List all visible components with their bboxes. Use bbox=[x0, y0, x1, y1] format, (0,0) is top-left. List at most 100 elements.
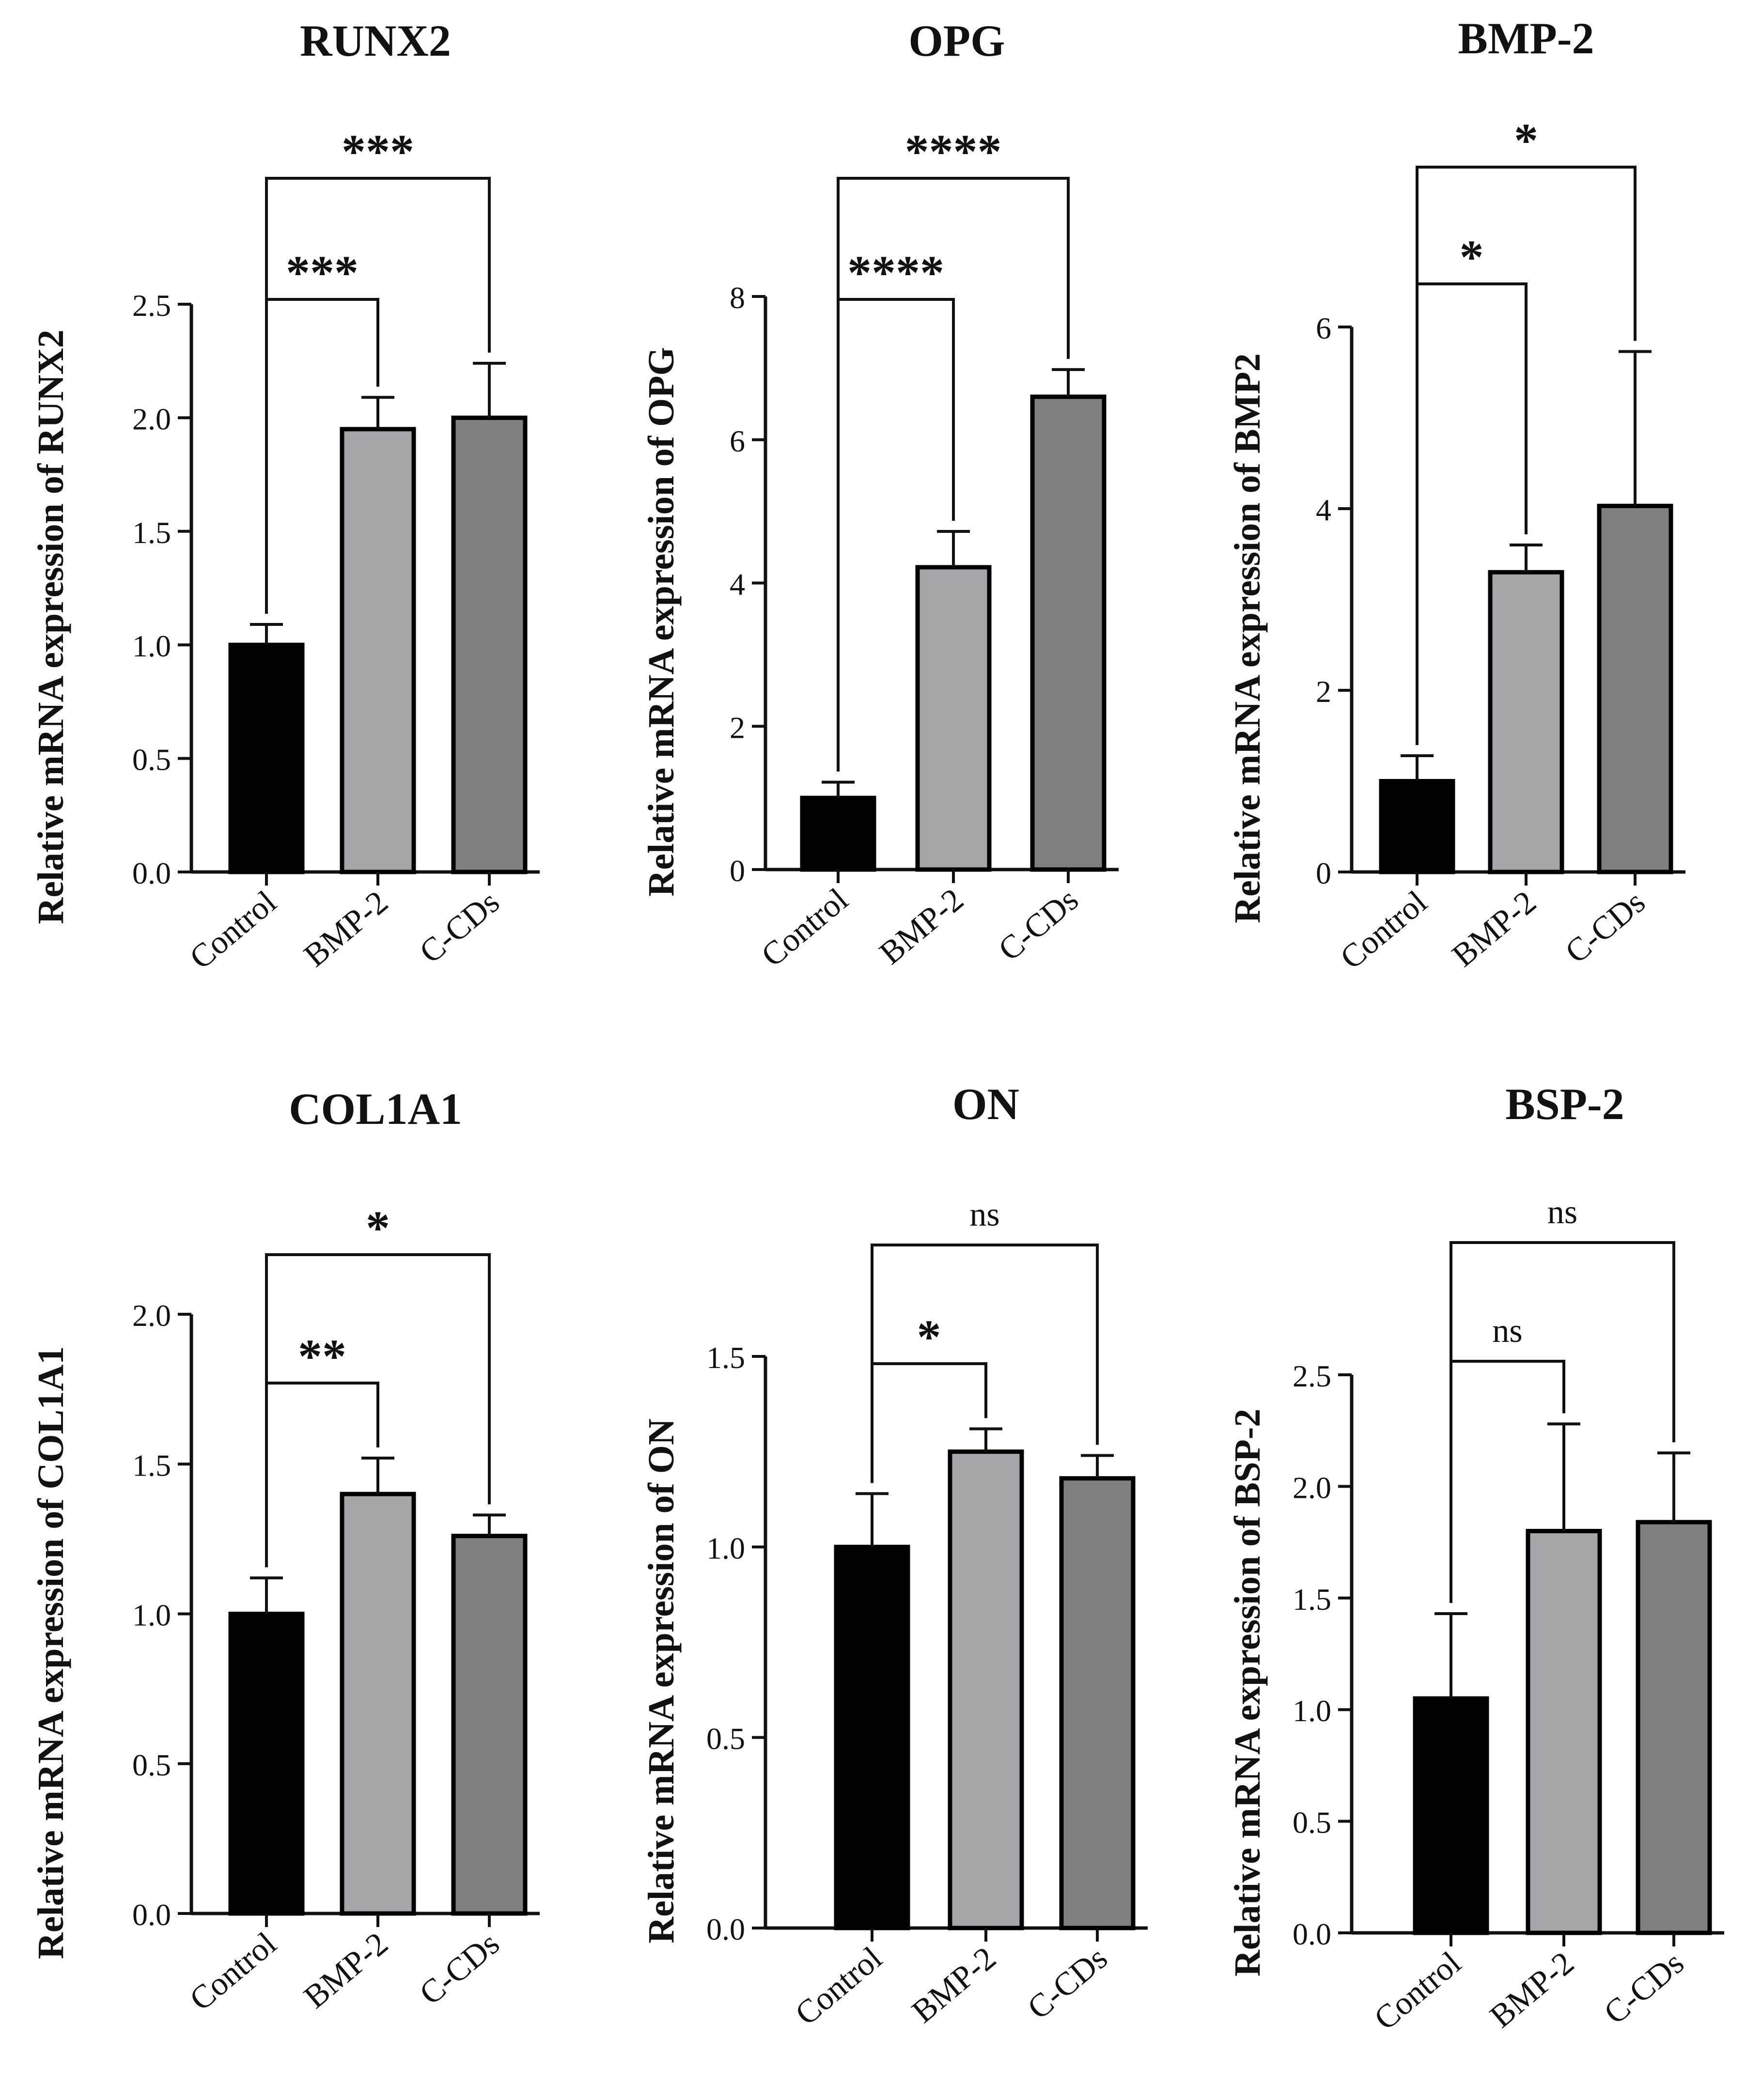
bar-bmp-2 bbox=[1526, 1529, 1602, 1935]
significance-bracket bbox=[837, 177, 1070, 772]
significance-label: **** bbox=[847, 246, 944, 299]
y-tick-label: 2.0 bbox=[132, 402, 171, 436]
y-tick-label: 2.0 bbox=[1293, 1470, 1331, 1505]
bar-bmp-2 bbox=[915, 565, 992, 872]
significance-label: *** bbox=[342, 124, 414, 178]
significance-bracket bbox=[265, 1253, 491, 1568]
x-tick-label: BMP-2 bbox=[1482, 1944, 1580, 2035]
significance-label: * bbox=[366, 1201, 390, 1255]
y-axis-label: Relative mRNA expression of BMP2 bbox=[1227, 353, 1268, 923]
bar-control bbox=[228, 642, 305, 874]
x-tick-label: Control bbox=[183, 883, 283, 976]
significance-label: * bbox=[1460, 230, 1484, 284]
x-tick-label: BMP-2 bbox=[1445, 883, 1543, 974]
y-tick-label: 1.5 bbox=[132, 1448, 171, 1482]
bar-bmp-2 bbox=[948, 1449, 1024, 1930]
y-tick-label: 0.0 bbox=[1293, 1917, 1331, 1951]
y-tick-label: 2.0 bbox=[132, 1298, 171, 1333]
x-tick-label: Control bbox=[1333, 883, 1434, 976]
significance-label: * bbox=[1514, 113, 1538, 167]
x-tick-label: BMP-2 bbox=[296, 883, 394, 974]
x-tick-label: Control bbox=[1367, 1944, 1468, 2037]
panel-col1a1: COL1A1 Relative mRNA expression of COL1A1… bbox=[31, 1084, 540, 2018]
y-tick-label: 1.0 bbox=[132, 629, 171, 663]
bar-control bbox=[834, 1544, 910, 1930]
x-tick-label: Control bbox=[788, 1939, 889, 2032]
y-tick-label: 2.5 bbox=[1293, 1359, 1331, 1393]
significance-label: *** bbox=[286, 246, 359, 299]
y-tick-label: 2 bbox=[730, 710, 745, 745]
chart-title: RUNX2 bbox=[300, 16, 451, 65]
y-tick-label: 6 bbox=[730, 424, 745, 458]
bar-c-cds bbox=[1030, 394, 1107, 872]
y-tick-label: 2.5 bbox=[132, 288, 171, 323]
bar-control bbox=[228, 1612, 305, 1916]
bar-control bbox=[1379, 779, 1455, 874]
y-tick-label: 1.0 bbox=[1293, 1694, 1331, 1728]
y-axis-label: Relative mRNA expression of BSP-2 bbox=[1227, 1409, 1268, 1976]
chart-title: ON bbox=[952, 1079, 1019, 1129]
panel-bmp-2: BMP-2 Relative mRNA expression of BMP2 0 2 4… bbox=[1227, 14, 1685, 976]
bar-bmp-2 bbox=[340, 1492, 416, 1916]
significance-bracket bbox=[1450, 1241, 1675, 1603]
y-tick-label: 0.0 bbox=[132, 856, 171, 890]
y-tick-label: 1.0 bbox=[132, 1598, 171, 1633]
x-tick-label: C-CDs bbox=[412, 1925, 506, 2012]
panel-runx2: RUNX2 Relative mRNA expression of RUNX2 0.… bbox=[31, 16, 540, 976]
significance-label: ns bbox=[1547, 1194, 1577, 1231]
bar-c-cds bbox=[1059, 1476, 1136, 1930]
chart-title: BSP-2 bbox=[1505, 1079, 1624, 1129]
bar-bmp-2 bbox=[1488, 570, 1564, 874]
bar-c-cds bbox=[451, 415, 528, 874]
chart-title: OPG bbox=[908, 16, 1005, 65]
significance-label: ** bbox=[298, 1329, 346, 1383]
significance-bracket bbox=[265, 177, 491, 614]
y-axis-label: Relative mRNA expression of RUNX2 bbox=[31, 329, 71, 924]
y-tick-label: 4 bbox=[1316, 493, 1331, 527]
bar-control bbox=[800, 795, 876, 872]
y-tick-label: 0 bbox=[730, 854, 745, 888]
y-tick-label: 1.5 bbox=[706, 1340, 745, 1375]
y-tick-label: 0 bbox=[1316, 856, 1331, 890]
y-tick-label: 0.5 bbox=[132, 1748, 171, 1782]
bar-control bbox=[1413, 1696, 1489, 1935]
y-tick-label: 0.5 bbox=[1293, 1805, 1331, 1840]
y-tick-label: 2 bbox=[1316, 674, 1331, 709]
x-tick-label: C-CDs bbox=[1597, 1944, 1691, 2031]
significance-bracket bbox=[871, 1244, 1099, 1483]
x-tick-label: BMP-2 bbox=[872, 881, 970, 971]
x-tick-label: C-CDs bbox=[1020, 1939, 1114, 2026]
y-axis-label: Relative mRNA expression of ON bbox=[641, 1418, 682, 1944]
y-tick-label: 1.5 bbox=[1293, 1582, 1331, 1617]
y-tick-label: 8 bbox=[730, 280, 745, 315]
x-tick-label: Control bbox=[183, 1925, 283, 2018]
bar-c-cds bbox=[1636, 1520, 1712, 1935]
x-tick-label: BMP-2 bbox=[296, 1925, 394, 2015]
x-tick-label: Control bbox=[754, 881, 855, 974]
x-tick-label: BMP-2 bbox=[904, 1939, 1002, 2030]
chart-title: BMP-2 bbox=[1458, 14, 1594, 63]
panel-on: ON Relative mRNA expression of ON 0.0 0.5 1.… bbox=[641, 1079, 1148, 2032]
bar-bmp-2 bbox=[340, 427, 416, 874]
x-tick-label: C-CDs bbox=[412, 883, 506, 970]
y-axis-label: Relative mRNA expression of COL1A1 bbox=[31, 1346, 71, 1959]
y-tick-label: 1.5 bbox=[132, 515, 171, 550]
y-tick-label: 0.5 bbox=[132, 743, 171, 777]
y-tick-label: 4 bbox=[730, 567, 745, 602]
y-tick-label: 0.0 bbox=[706, 1912, 745, 1946]
significance-label: * bbox=[917, 1310, 941, 1364]
y-tick-label: 6 bbox=[1316, 311, 1331, 345]
chart-title: COL1A1 bbox=[289, 1084, 462, 1134]
y-tick-label: 1.0 bbox=[706, 1531, 745, 1565]
y-axis-label: Relative mRNA expression of OPG bbox=[641, 347, 682, 896]
x-tick-label: C-CDs bbox=[1558, 883, 1652, 970]
significance-label: **** bbox=[905, 124, 1002, 178]
y-tick-label: 0.0 bbox=[132, 1898, 171, 1932]
significance-bracket bbox=[1416, 166, 1637, 745]
bar-c-cds bbox=[451, 1534, 528, 1916]
significance-label: ns bbox=[969, 1196, 999, 1233]
significance-label: ns bbox=[1492, 1312, 1522, 1350]
x-tick-label: C-CDs bbox=[991, 881, 1085, 968]
panel-bsp-2: BSP-2 Relative mRNA expression of BSP-2 0.… bbox=[1227, 1079, 1724, 2037]
